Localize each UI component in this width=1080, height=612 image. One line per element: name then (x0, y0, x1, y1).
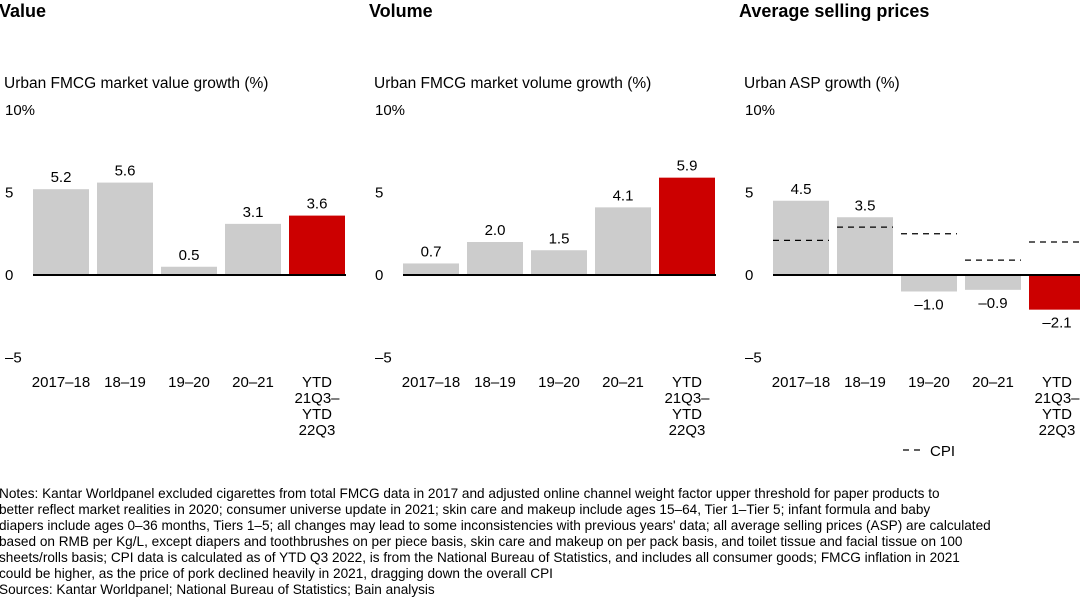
y-tick-label: –5 (745, 350, 762, 367)
data-label: 4.1 (613, 187, 634, 204)
bar (289, 215, 345, 275)
y-tick-label: –5 (5, 350, 22, 367)
y-tick-label: 10% (375, 102, 405, 119)
notes-line: Notes: Kantar Worldpanel excluded cigare… (0, 486, 940, 501)
data-label: 2.0 (485, 222, 506, 239)
x-tick-label: 21Q3– (664, 390, 710, 407)
y-tick-label: –5 (375, 350, 392, 367)
bar (97, 182, 153, 275)
notes-block: Notes: Kantar Worldpanel excluded cigare… (0, 486, 1080, 598)
bar (225, 223, 281, 275)
bar (837, 217, 893, 275)
panel-subtitle: Urban FMCG market value growth (%) (4, 75, 268, 92)
panel-subtitle: Urban FMCG market volume growth (%) (374, 75, 651, 92)
data-label: 1.5 (549, 230, 570, 247)
panel-subtitle: Urban ASP growth (%) (744, 75, 900, 92)
x-tick-label: YTD (672, 406, 702, 423)
bar (773, 200, 829, 275)
bar (33, 189, 89, 275)
panel-title: Average selling prices (739, 1, 929, 21)
y-tick-label: 5 (5, 185, 13, 202)
notes-line: diapers include ages 0–36 months, Tiers … (0, 518, 991, 533)
bar (403, 263, 459, 275)
data-label: 4.5 (791, 181, 812, 198)
sources-line: Sources: Kantar Worldpanel; National Bur… (0, 582, 435, 597)
x-tick-label: 20–21 (602, 374, 644, 391)
y-tick-label: 0 (375, 267, 383, 284)
data-label: 0.7 (421, 243, 442, 260)
panel-title: Value (0, 1, 46, 21)
x-tick-label: 18–19 (474, 374, 516, 391)
x-tick-label: YTD (1042, 374, 1072, 391)
bar (467, 242, 523, 275)
bar (965, 275, 1021, 290)
y-tick-label: 0 (745, 267, 753, 284)
x-tick-label: YTD (672, 374, 702, 391)
notes-line: sheets/rolls basis; CPI data is calculat… (0, 550, 960, 565)
data-label: 3.1 (243, 204, 264, 221)
x-tick-label: 2017–18 (402, 374, 460, 391)
bar (901, 275, 957, 292)
data-label: –2.1 (1042, 315, 1071, 332)
x-tick-label: 21Q3– (1034, 390, 1080, 407)
x-tick-label: 22Q3 (1039, 422, 1076, 439)
data-label: 5.9 (677, 158, 698, 175)
notes-line: could be higher, as the price of pork de… (0, 566, 553, 581)
bar (1029, 275, 1080, 310)
x-tick-label: 18–19 (844, 374, 886, 391)
y-tick-label: 10% (5, 102, 35, 119)
notes-line: better reflect market realities in 2020;… (0, 502, 931, 517)
y-tick-label: 10% (745, 102, 775, 119)
x-tick-label: 18–19 (104, 374, 146, 391)
x-tick-label: 2017–18 (32, 374, 90, 391)
data-label: 5.2 (51, 169, 72, 186)
bar (659, 177, 715, 275)
data-label: 0.5 (179, 247, 200, 264)
x-tick-label: 22Q3 (299, 422, 336, 439)
x-tick-label: 20–21 (972, 374, 1014, 391)
bar (161, 266, 217, 275)
x-tick-label: 2017–18 (772, 374, 830, 391)
x-tick-label: YTD (1042, 406, 1072, 423)
x-tick-label: 19–20 (908, 374, 950, 391)
bar (531, 250, 587, 275)
legend-cpi-label: CPI (930, 443, 955, 460)
y-tick-label: 5 (375, 185, 383, 202)
x-tick-label: 20–21 (232, 374, 274, 391)
x-tick-label: 22Q3 (669, 422, 706, 439)
data-label: 3.6 (307, 196, 328, 213)
x-tick-label: 19–20 (168, 374, 210, 391)
y-tick-label: 5 (745, 185, 753, 202)
x-tick-label: 19–20 (538, 374, 580, 391)
bar (595, 207, 651, 275)
x-tick-label: 21Q3– (294, 390, 340, 407)
x-tick-label: YTD (302, 406, 332, 423)
x-tick-label: YTD (302, 374, 332, 391)
data-label: 5.6 (115, 163, 136, 180)
data-label: 3.5 (855, 197, 876, 214)
notes-line: based on RMB per Kg/L, except diapers an… (0, 534, 963, 549)
data-label: –0.9 (978, 295, 1007, 312)
y-tick-label: 0 (5, 267, 13, 284)
panel-title: Volume (369, 1, 433, 21)
data-label: –1.0 (914, 297, 943, 314)
